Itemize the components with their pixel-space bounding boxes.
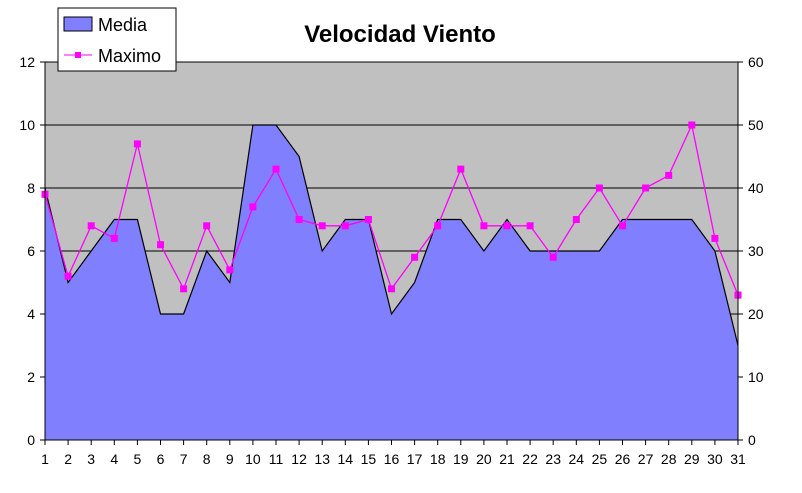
maximo-point (226, 266, 234, 274)
x-tick-label: 21 (499, 451, 515, 467)
maximo-point (318, 222, 326, 230)
legend-media-swatch (63, 16, 93, 32)
legend-maximo-marker (75, 52, 81, 58)
legend-maximo-label: Maximo (98, 46, 161, 66)
media-area-outline (44, 124, 739, 346)
left-tick-label: 6 (27, 243, 35, 259)
maximo-point (411, 253, 419, 261)
x-tick-label: 5 (134, 451, 142, 467)
left-tick-label: 10 (19, 117, 35, 133)
maximo-point (480, 222, 488, 230)
x-tick-label: 30 (707, 451, 723, 467)
maximo-point (133, 140, 141, 148)
maximo-point (180, 285, 188, 293)
left-tick-label: 8 (27, 180, 35, 196)
right-tick-label: 50 (748, 117, 764, 133)
maximo-point (272, 165, 280, 173)
x-tick-label: 24 (569, 451, 585, 467)
left-tick-label: 2 (27, 369, 35, 385)
x-tick-label: 25 (592, 451, 608, 467)
maximo-point (249, 203, 257, 211)
x-tick-label: 14 (338, 451, 354, 467)
x-axis-ticks: 1 2 3 4 5 6 7 8 9 10 11 12 13 14 15 16 17 18 19 20 21 22 23 24 2… (41, 440, 746, 467)
maximo-point (203, 222, 211, 230)
maximo-point (572, 216, 580, 223)
x-tick-label: 1 (41, 451, 49, 467)
maximo-point (526, 222, 534, 230)
x-tick-label: 6 (157, 451, 165, 467)
right-tick-label: 30 (748, 243, 764, 259)
maximo-point (388, 285, 395, 293)
x-tick-label: 7 (180, 451, 188, 467)
x-tick-label: 13 (314, 451, 330, 467)
x-tick-label: 22 (522, 451, 538, 467)
x-tick-label: 26 (615, 451, 631, 467)
left-tick-label: 12 (19, 54, 35, 70)
x-tick-label: 15 (361, 451, 377, 467)
media-area (45, 125, 738, 440)
left-y-axis-ticks: 0 2 4 6 8 10 12 (19, 54, 45, 448)
x-tick-label: 11 (269, 451, 284, 467)
x-tick-label: 17 (407, 451, 423, 467)
maximo-point (157, 241, 164, 249)
maximo-point (619, 222, 626, 230)
legend-media-label: Media (98, 15, 148, 35)
x-tick-label: 20 (476, 451, 492, 467)
x-tick-label: 3 (87, 451, 95, 467)
x-tick-label: 18 (430, 451, 446, 467)
right-tick-label: 0 (748, 432, 756, 448)
right-tick-label: 10 (748, 369, 764, 385)
maximo-point (711, 234, 719, 242)
right-tick-label: 60 (748, 54, 764, 70)
right-tick-label: 40 (748, 180, 764, 196)
maximo-point (549, 253, 557, 261)
x-tick-label: 29 (684, 451, 700, 467)
x-tick-label: 10 (245, 451, 261, 467)
x-tick-label: 28 (661, 451, 677, 467)
x-tick-label: 8 (203, 451, 211, 467)
x-tick-label: 4 (110, 451, 118, 467)
right-tick-label: 20 (748, 306, 764, 322)
x-tick-label: 19 (453, 451, 469, 467)
right-y-axis-ticks: 0 10 20 30 40 50 60 (738, 54, 764, 448)
maximo-point (64, 272, 72, 280)
chart-title: Velocidad Viento (304, 21, 496, 48)
x-tick-label: 9 (226, 451, 234, 467)
maximo-point (457, 165, 465, 173)
media-area-layer (44, 124, 739, 440)
x-tick-label: 31 (730, 451, 746, 467)
maximo-point (341, 222, 349, 230)
maximo-point (295, 216, 303, 223)
left-tick-label: 0 (27, 432, 35, 448)
maximo-point (503, 222, 511, 230)
maximo-point (87, 222, 95, 230)
maximo-point (364, 216, 372, 223)
maximo-point (110, 234, 118, 242)
maximo-point (665, 171, 673, 179)
maximo-point (595, 184, 603, 192)
x-tick-label: 16 (384, 451, 400, 467)
x-tick-label: 23 (545, 451, 561, 467)
maximo-point (688, 121, 696, 129)
x-tick-label: 27 (638, 451, 654, 467)
x-tick-label: 12 (291, 451, 307, 467)
maximo-point (434, 222, 442, 230)
x-tick-label: 2 (64, 451, 72, 467)
legend: Media Maximo (57, 7, 177, 72)
maximo-point (642, 184, 650, 192)
left-tick-label: 4 (27, 306, 35, 322)
